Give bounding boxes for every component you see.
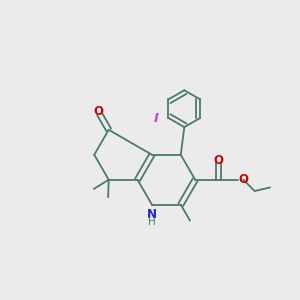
Text: I: I [153, 112, 158, 125]
Text: N: N [147, 208, 157, 221]
Text: O: O [213, 154, 224, 167]
Text: H: H [148, 217, 156, 227]
Text: O: O [238, 173, 248, 186]
Text: O: O [93, 105, 103, 118]
